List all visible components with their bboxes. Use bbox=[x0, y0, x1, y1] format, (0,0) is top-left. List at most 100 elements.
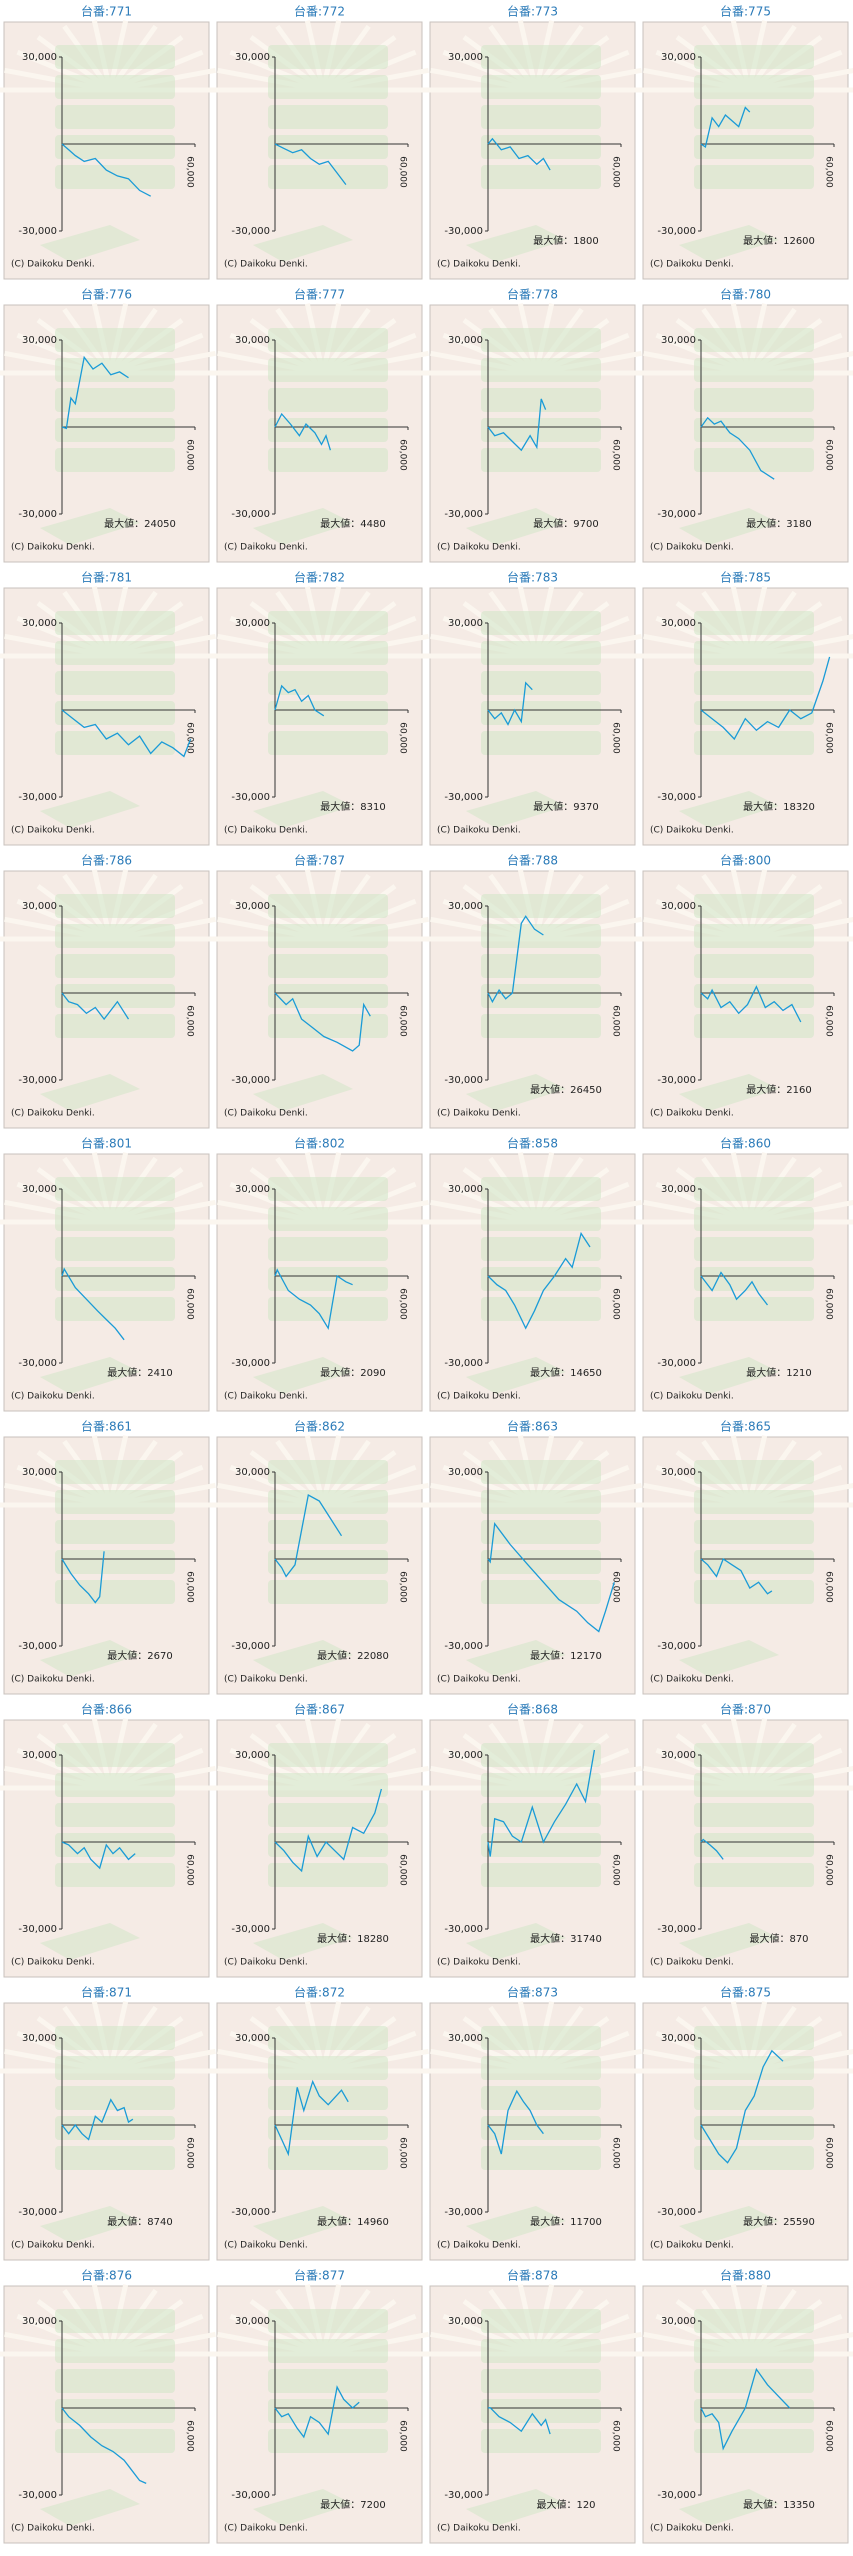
max-label: 最大値：18280 bbox=[317, 1932, 389, 1945]
decor-block bbox=[268, 1803, 388, 1827]
max-label: 最大値：8310 bbox=[320, 800, 385, 813]
copyright: (C) Daikoku Denki. bbox=[650, 1392, 734, 1402]
chart-title: 台番:877 bbox=[294, 2268, 345, 2283]
y-tick-label: 30,000 bbox=[661, 52, 696, 63]
decor-block bbox=[268, 611, 388, 635]
decor-block bbox=[55, 894, 175, 918]
decor-block bbox=[55, 984, 175, 1008]
decor-block bbox=[268, 1743, 388, 1767]
x-tick-label: 60,000 bbox=[611, 1571, 621, 1603]
y-tick-label: -30,000 bbox=[231, 1358, 270, 1369]
decor-block bbox=[55, 2369, 175, 2393]
chart-title: 台番:861 bbox=[81, 1419, 132, 1434]
decor-block bbox=[55, 1237, 175, 1261]
copyright: (C) Daikoku Denki. bbox=[650, 1675, 734, 1685]
decor-block bbox=[694, 984, 814, 1008]
y-tick-label: 30,000 bbox=[448, 1750, 483, 1761]
decor-block bbox=[481, 1237, 601, 1261]
decor-block bbox=[55, 924, 175, 948]
decor-block bbox=[694, 1580, 814, 1604]
y-tick-label: -30,000 bbox=[657, 226, 696, 237]
decor-tray bbox=[466, 2206, 566, 2243]
x-tick-label: 60,000 bbox=[611, 439, 621, 471]
data-line bbox=[487, 915, 544, 1004]
y-tick-label: -30,000 bbox=[18, 226, 57, 237]
copyright: (C) Daikoku Denki. bbox=[437, 260, 521, 270]
x-tick-label: 60,000 bbox=[185, 1854, 195, 1886]
decor-tray bbox=[253, 791, 353, 828]
y-tick-label: -30,000 bbox=[231, 792, 270, 803]
y-tick-label: -30,000 bbox=[444, 2490, 483, 2501]
copyright: (C) Daikoku Denki. bbox=[650, 1109, 734, 1119]
copyright: (C) Daikoku Denki. bbox=[437, 2241, 521, 2251]
y-tick-label: -30,000 bbox=[18, 2490, 57, 2501]
decor-tray bbox=[40, 508, 140, 545]
decor-block bbox=[55, 1580, 175, 1604]
y-tick-label: -30,000 bbox=[657, 792, 696, 803]
copyright: (C) Daikoku Denki. bbox=[224, 1958, 308, 1968]
chart-title: 台番:800 bbox=[720, 853, 771, 868]
decor-block bbox=[268, 1773, 388, 1797]
y-tick-label: 30,000 bbox=[22, 335, 57, 346]
chart-title: 台番:772 bbox=[294, 4, 345, 19]
y-tick-label: 30,000 bbox=[661, 1467, 696, 1478]
decor-block bbox=[268, 105, 388, 129]
y-tick-label: 30,000 bbox=[22, 2033, 57, 2044]
chart-title: 台番:802 bbox=[294, 1136, 345, 1151]
chart-cell: 台番:875 30,000 -30,000 60,000 最大値：25590 (C) Da… bbox=[639, 1985, 853, 2261]
chart-title: 台番:773 bbox=[507, 4, 558, 19]
data-line bbox=[700, 1558, 773, 1595]
y-tick-label: -30,000 bbox=[444, 1358, 483, 1369]
chart-cell: 台番:865 30,000 -30,000 60,000 (C) Daikoku Den… bbox=[639, 1419, 853, 1695]
chart-cell: 台番:871 30,000 -30,000 60,000 最大値：8740 (C) Dai… bbox=[0, 1985, 220, 2261]
chart-cell: 台番:858 30,000 -30,000 60,000 最大値：14650 (C) Da… bbox=[426, 1136, 646, 1412]
chart-title: 台番:781 bbox=[81, 570, 132, 585]
x-tick-label: 60,000 bbox=[824, 1854, 834, 1886]
decor-block bbox=[481, 45, 601, 69]
x-tick-label: 60,000 bbox=[611, 1288, 621, 1320]
data-line bbox=[61, 1551, 105, 1604]
decor-block bbox=[481, 1803, 601, 1827]
y-tick-label: 30,000 bbox=[22, 1184, 57, 1195]
data-line bbox=[274, 412, 332, 451]
decor-block bbox=[481, 1490, 601, 1514]
y-tick-label: -30,000 bbox=[231, 1641, 270, 1652]
y-tick-label: -30,000 bbox=[444, 1641, 483, 1652]
decor-block bbox=[55, 2026, 175, 2050]
decor-block bbox=[694, 75, 814, 99]
chart-title: 台番:876 bbox=[81, 2268, 132, 2283]
decor-tray bbox=[253, 2206, 353, 2243]
copyright: (C) Daikoku Denki. bbox=[650, 2241, 734, 2251]
max-label: 最大値：1800 bbox=[533, 234, 598, 247]
decor-block bbox=[268, 2026, 388, 2050]
data-line bbox=[61, 2098, 134, 2141]
decor-block bbox=[268, 448, 388, 472]
decor-block bbox=[268, 2429, 388, 2453]
data-line bbox=[700, 2367, 791, 2451]
data-line bbox=[274, 1788, 383, 1873]
max-label: 最大値：26450 bbox=[530, 1083, 602, 1096]
max-label: 最大値：13350 bbox=[743, 2498, 815, 2511]
chart-cell: 台番:771 30,000 -30,000 60,000 (C) Daikoku Den… bbox=[0, 4, 220, 280]
decor-block bbox=[268, 135, 388, 159]
copyright: (C) Daikoku Denki. bbox=[11, 2524, 95, 2534]
y-tick-label: 30,000 bbox=[661, 1184, 696, 1195]
copyright: (C) Daikoku Denki. bbox=[650, 826, 734, 836]
decor-block bbox=[55, 1460, 175, 1484]
decor-block bbox=[55, 1833, 175, 1857]
chart-title: 台番:777 bbox=[294, 287, 345, 302]
decor-block bbox=[694, 328, 814, 352]
data-line bbox=[487, 681, 533, 726]
decor-block bbox=[268, 1550, 388, 1574]
copyright: (C) Daikoku Denki. bbox=[11, 2241, 95, 2251]
chart-cell: 台番:868 30,000 -30,000 60,000 最大値：31740 (C) Da… bbox=[426, 1702, 646, 1978]
chart-cell: 台番:802 30,000 -30,000 60,000 最大値：2090 (C) Dai… bbox=[213, 1136, 433, 1412]
x-tick-label: 60,000 bbox=[611, 722, 621, 754]
chart-cell: 台番:788 30,000 -30,000 60,000 最大値：26450 (C) Da… bbox=[426, 853, 646, 1129]
chart-cell: 台番:775 30,000 -30,000 60,000 最大値：12600 (C) Da… bbox=[639, 4, 853, 280]
decor-tray bbox=[466, 2489, 566, 2526]
decor-block bbox=[694, 1267, 814, 1291]
chart-title: 台番:868 bbox=[507, 1702, 558, 1717]
y-tick-label: -30,000 bbox=[657, 2490, 696, 2501]
decor-block bbox=[55, 448, 175, 472]
